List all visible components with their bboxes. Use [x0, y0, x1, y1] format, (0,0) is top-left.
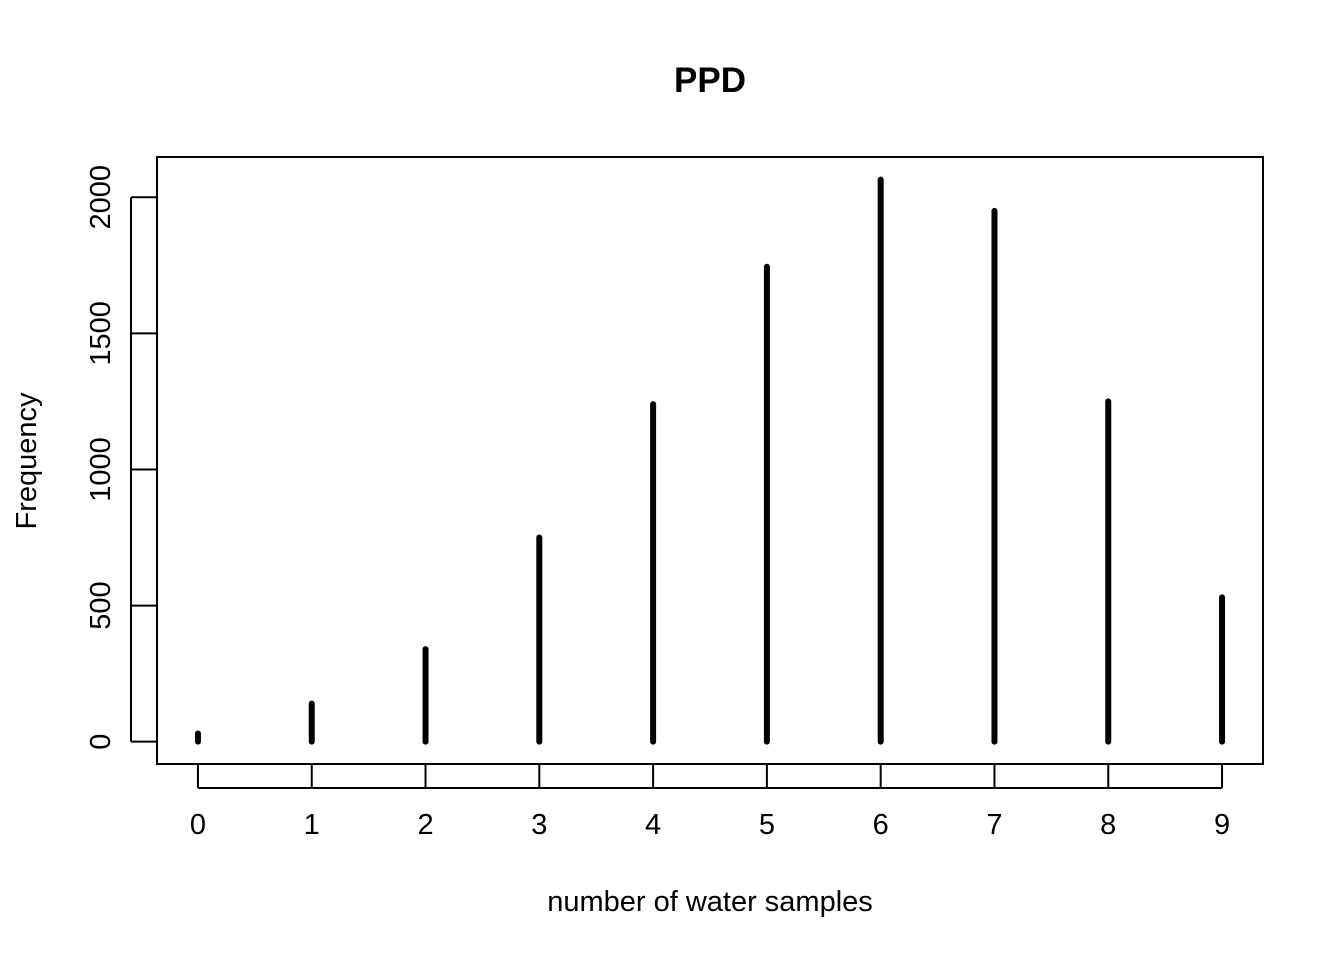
x-tick-label: 4	[645, 809, 661, 841]
x-tick-label: 3	[531, 809, 547, 841]
bars	[194, 176, 1226, 745]
plot-frame	[156, 156, 1264, 765]
y-tick-label: 0	[85, 734, 117, 750]
y-tick-label: 1000	[85, 437, 117, 502]
x-tick-label: 6	[873, 809, 889, 841]
x-tick-label: 9	[1214, 809, 1230, 841]
x-tick-label: 7	[986, 809, 1002, 841]
chart-title: PPD	[674, 61, 746, 100]
x-tick-label: 0	[190, 809, 206, 841]
x-tick-label: 2	[417, 809, 433, 841]
x-axis: 0 1 2 3 4 5 6 7 8 9	[190, 764, 1230, 841]
x-tick-label: 8	[1100, 809, 1116, 841]
y-tick-label: 1500	[85, 301, 117, 366]
y-axis: 0 500 1000 1500 2000	[85, 165, 157, 750]
x-tick-label: 5	[759, 809, 775, 841]
x-tick-label: 1	[304, 809, 320, 841]
x-axis-label: number of water samples	[547, 886, 873, 918]
y-tick-label: 500	[85, 581, 117, 629]
y-axis-label: Frequency	[11, 392, 43, 530]
y-tick-label: 2000	[85, 165, 117, 230]
